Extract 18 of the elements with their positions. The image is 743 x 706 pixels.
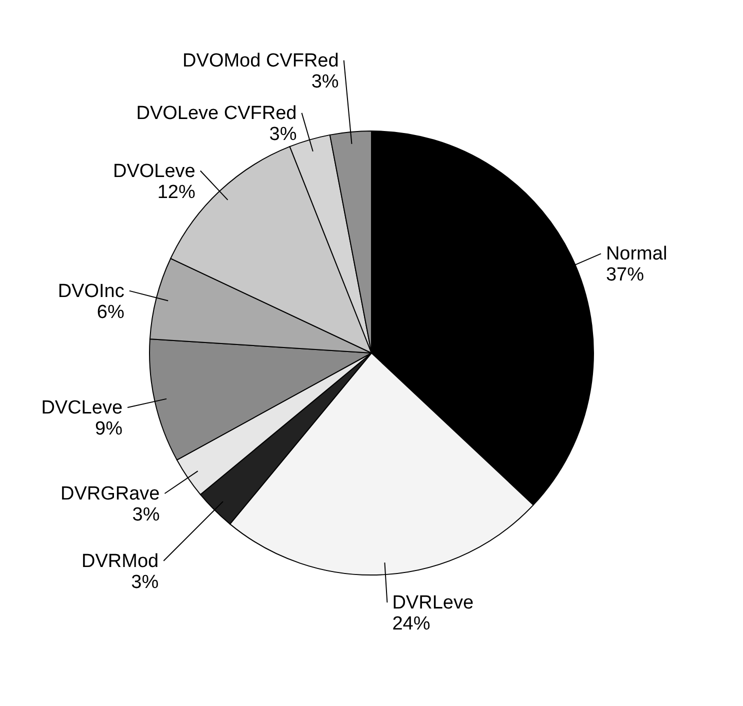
data-label: 3%	[311, 71, 339, 92]
data-label: 3%	[132, 504, 160, 526]
data-label: 9%	[95, 418, 123, 440]
slice-label: DVCLeve	[41, 398, 123, 419]
slice-label: DVOLeve CVFRed	[136, 102, 297, 124]
data-label: 3%	[269, 124, 297, 145]
slice-label: Normal	[606, 244, 668, 265]
slice-label: DVOMod CVFRed	[182, 50, 339, 72]
slice-label: DVOInc	[58, 280, 124, 302]
slice-label: DVOLeve	[112, 160, 196, 182]
data-label: 37%	[606, 264, 644, 286]
data-label: 24%	[392, 614, 430, 635]
data-label: 3%	[131, 572, 159, 593]
data-label: 6%	[96, 302, 124, 323]
slice-label: DVRGRave	[60, 484, 160, 505]
data-label: 12%	[157, 182, 196, 203]
slice-label: DVRLeve	[392, 592, 474, 614]
slice-label: DVRMod	[82, 550, 159, 572]
